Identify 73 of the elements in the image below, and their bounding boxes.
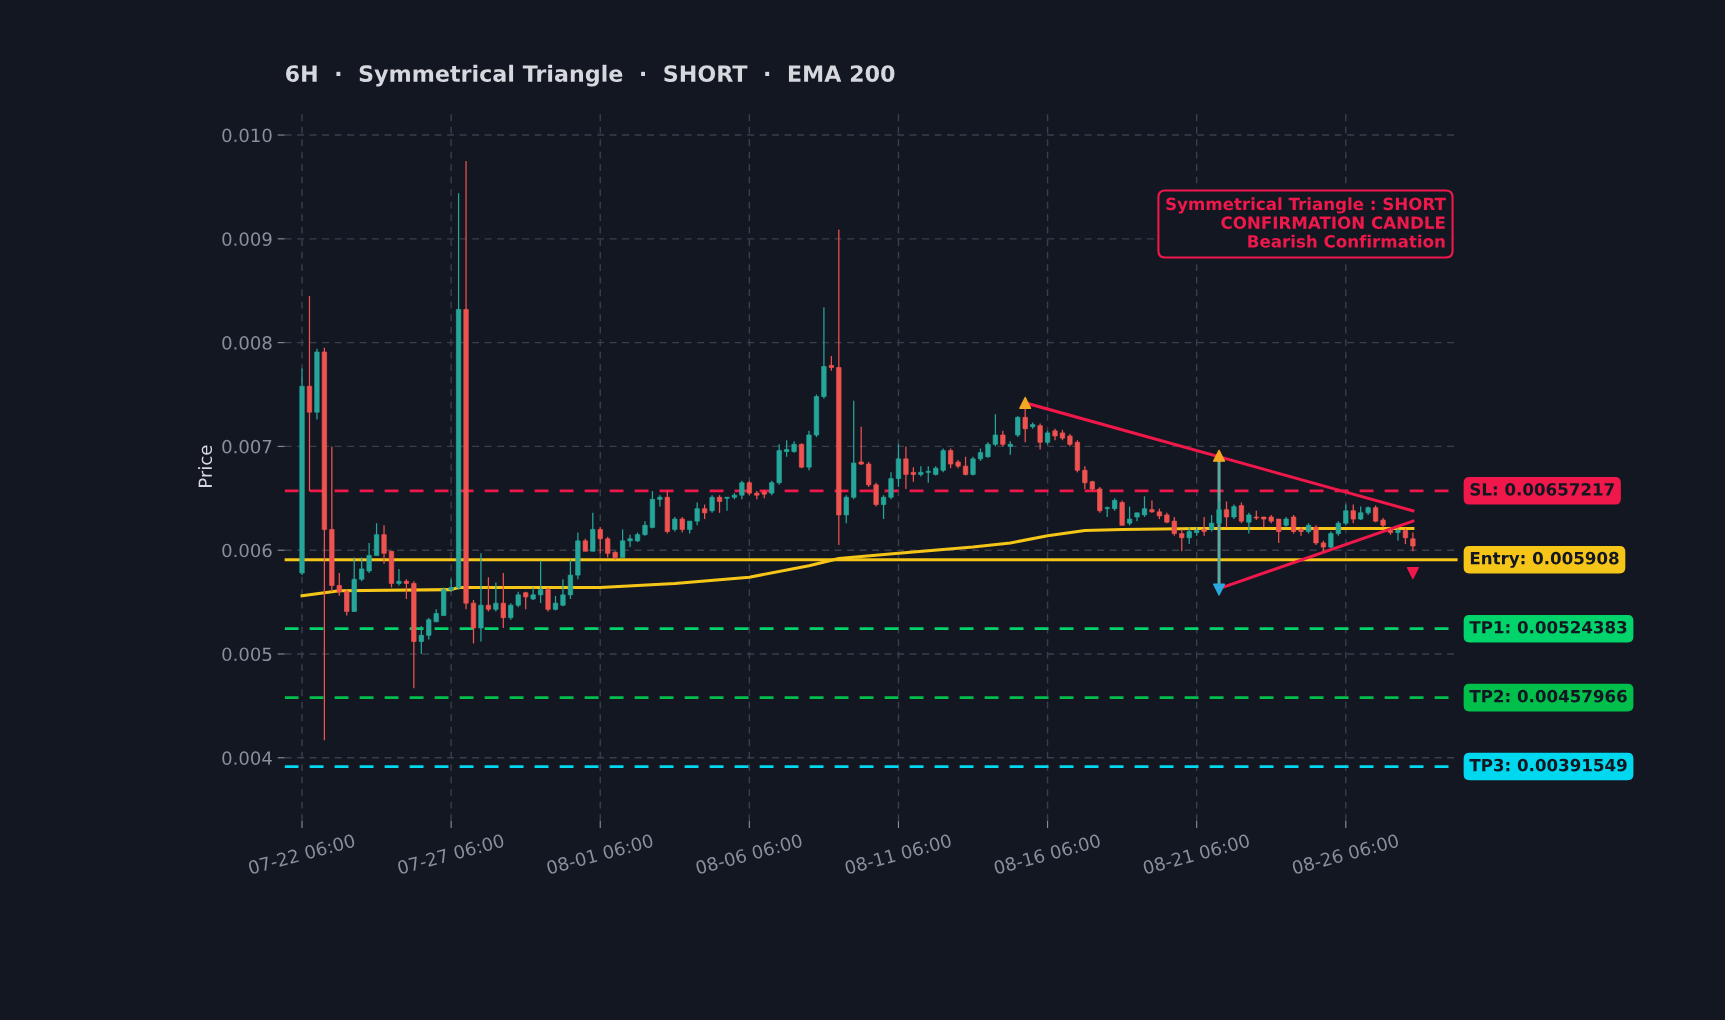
candlestick (1291, 514, 1297, 535)
candlestick (1149, 499, 1155, 514)
candlestick (1395, 527, 1401, 542)
candlestick (1179, 528, 1185, 552)
candlestick (560, 578, 566, 607)
candlestick (344, 589, 350, 617)
x-tick-label: 08-06 06:00 (695, 833, 803, 875)
x-tick-label: 08-26 06:00 (1291, 833, 1400, 875)
candlestick (1015, 415, 1021, 438)
candlestick (1343, 503, 1349, 526)
candlestick (1201, 516, 1207, 537)
candlestick (381, 524, 387, 565)
candlestick (1216, 500, 1222, 526)
candlestick (1022, 407, 1028, 443)
y-tick-label: 0.005 (222, 647, 272, 662)
candlestick (798, 442, 805, 469)
candlestick (1238, 501, 1244, 524)
ref-line-label: TP3: 0.00391549 (1469, 758, 1627, 772)
candlestick (597, 526, 603, 554)
candlestick (396, 568, 402, 587)
candlestick (880, 494, 887, 520)
x-tick-label: 08-11 06:00 (844, 833, 952, 875)
ref-line-label: SL: 0.00657217 (1470, 483, 1614, 496)
candlestick (888, 471, 894, 500)
y-tick-label: 0.006 (222, 543, 272, 558)
candlestick (590, 512, 596, 552)
candlestick (1410, 531, 1416, 552)
candlestick (500, 572, 506, 629)
y-tick-label: 0.008 (222, 336, 272, 350)
x-tick-label: 07-22 06:00 (247, 833, 356, 875)
candlestick (858, 426, 864, 466)
candlestick (306, 295, 313, 492)
candlestick (418, 625, 424, 655)
y-tick-label: 0.010 (222, 128, 272, 143)
candlestick (485, 576, 491, 613)
candlestick (724, 496, 730, 512)
candlestick (1119, 499, 1125, 526)
candlestick (1313, 524, 1319, 546)
candlestick (1097, 486, 1103, 514)
candlestick (1127, 505, 1133, 526)
ref-line-label: TP2: 0.00457966 (1469, 689, 1627, 703)
candlestick (1350, 503, 1356, 524)
candlestick (403, 578, 409, 600)
x-tick-label: 08-01 06:00 (545, 833, 654, 875)
candlestick (1223, 500, 1230, 528)
candlestick (627, 534, 633, 548)
y-tick-label: 0.009 (222, 232, 272, 246)
candlestick (895, 443, 902, 488)
candlestick (620, 528, 626, 559)
candlestick (538, 559, 544, 604)
candlestick (1141, 495, 1148, 518)
ref-line-label: Entry: 0.005908 (1470, 551, 1619, 568)
x-tick-label: 08-21 06:00 (1142, 833, 1251, 875)
candlestick (739, 480, 745, 500)
candlestick (1298, 526, 1304, 537)
candlestick (493, 581, 499, 613)
candlestick (843, 494, 849, 524)
annotation: Symmetrical Triangle : SHORT CONFIRMATION CANDLE Bearish Confirmation (1166, 197, 1446, 248)
y-axis-title: Price (198, 445, 213, 487)
x-tick-label: 08-16 06:00 (993, 833, 1102, 875)
candlestick (1246, 512, 1252, 535)
y-tick-label: 0.004 (222, 751, 272, 765)
candlestick (1276, 518, 1282, 544)
candlestick (545, 586, 551, 613)
x-tick-label: 07-27 06:00 (396, 833, 505, 875)
candlestick (1037, 422, 1043, 451)
candlestick (373, 522, 380, 557)
candlestick (657, 494, 663, 508)
candlestick (478, 552, 484, 643)
ref-line-label: TP1: 0.00524383 (1469, 620, 1627, 634)
chart-title: 6H · Symmetrical Triangle · SHORT · EMA 200 (286, 64, 895, 87)
candlestick (567, 558, 574, 600)
y-tick-label: 0.007 (222, 439, 272, 454)
